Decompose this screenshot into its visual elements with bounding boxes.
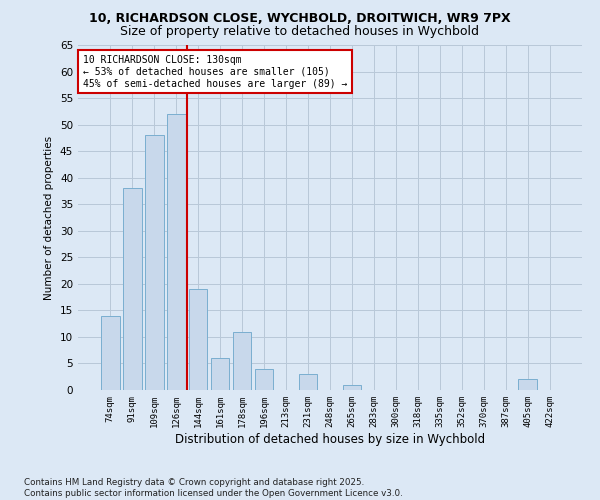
Text: 10 RICHARDSON CLOSE: 130sqm
← 53% of detached houses are smaller (105)
45% of se: 10 RICHARDSON CLOSE: 130sqm ← 53% of det… xyxy=(83,56,347,88)
X-axis label: Distribution of detached houses by size in Wychbold: Distribution of detached houses by size … xyxy=(175,432,485,446)
Bar xyxy=(518,380,537,390)
Text: 10, RICHARDSON CLOSE, WYCHBOLD, DROITWICH, WR9 7PX: 10, RICHARDSON CLOSE, WYCHBOLD, DROITWIC… xyxy=(89,12,511,26)
Y-axis label: Number of detached properties: Number of detached properties xyxy=(44,136,55,300)
Bar xyxy=(123,188,142,390)
Bar xyxy=(189,289,208,390)
Bar xyxy=(343,384,361,390)
Bar xyxy=(211,358,229,390)
Bar xyxy=(299,374,317,390)
Text: Size of property relative to detached houses in Wychbold: Size of property relative to detached ho… xyxy=(121,25,479,38)
Bar xyxy=(101,316,119,390)
Bar xyxy=(167,114,185,390)
Text: Contains HM Land Registry data © Crown copyright and database right 2025.
Contai: Contains HM Land Registry data © Crown c… xyxy=(24,478,403,498)
Bar xyxy=(233,332,251,390)
Bar xyxy=(145,135,164,390)
Bar xyxy=(255,369,274,390)
